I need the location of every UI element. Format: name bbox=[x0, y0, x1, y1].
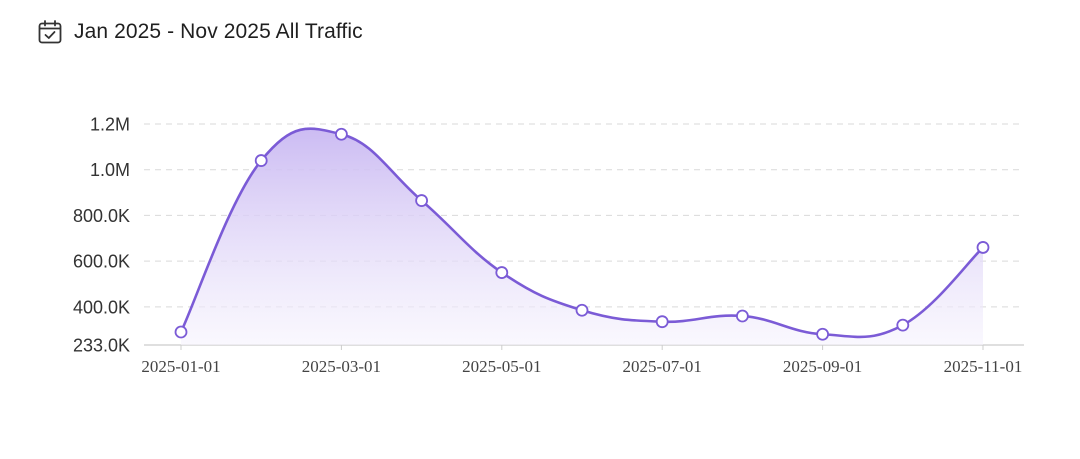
traffic-area bbox=[181, 128, 983, 345]
data-point[interactable] bbox=[736, 309, 749, 323]
x-tick-label: 2025-01-01 bbox=[141, 357, 220, 376]
x-tick-label: 2025-03-01 bbox=[302, 357, 381, 376]
x-tick-label: 2025-05-01 bbox=[462, 357, 541, 376]
calendar-check-icon[interactable] bbox=[36, 18, 64, 46]
y-tick-label: 600.0K bbox=[73, 252, 130, 272]
data-point[interactable] bbox=[254, 154, 268, 167]
data-point[interactable] bbox=[655, 315, 669, 329]
chart-header: Jan 2025 - Nov 2025 All Traffic bbox=[36, 18, 363, 46]
y-tick-label: 800.0K bbox=[73, 206, 130, 226]
x-tick-label: 2025-11-01 bbox=[944, 357, 1023, 376]
data-point[interactable] bbox=[575, 303, 589, 317]
y-tick-label: 1.0M bbox=[90, 160, 130, 180]
x-tick-label: 2025-07-01 bbox=[623, 357, 702, 376]
data-point[interactable] bbox=[816, 327, 829, 341]
data-points bbox=[174, 127, 990, 341]
y-tick-label: 1.2M bbox=[90, 115, 130, 135]
x-tick-label: 2025-09-01 bbox=[783, 357, 862, 376]
traffic-line bbox=[179, 127, 984, 339]
x-axis-ticks: 2025-01-01 2025-03-01 2025-05-01 2025-07-01… bbox=[141, 345, 1022, 376]
data-point[interactable] bbox=[896, 318, 910, 332]
data-point[interactable] bbox=[415, 194, 429, 207]
y-tick-label: 233.0K bbox=[73, 336, 130, 356]
chart-title: Jan 2025 - Nov 2025 All Traffic bbox=[74, 20, 363, 43]
y-tick-label: 400.0K bbox=[73, 297, 130, 317]
data-point[interactable] bbox=[976, 241, 990, 254]
data-point[interactable] bbox=[174, 325, 188, 339]
y-axis-ticks: 233.0K 400.0K 600.0K 800.0K 1.0M 1.2M bbox=[73, 115, 130, 356]
data-point[interactable] bbox=[334, 127, 348, 141]
data-point[interactable] bbox=[495, 266, 509, 279]
